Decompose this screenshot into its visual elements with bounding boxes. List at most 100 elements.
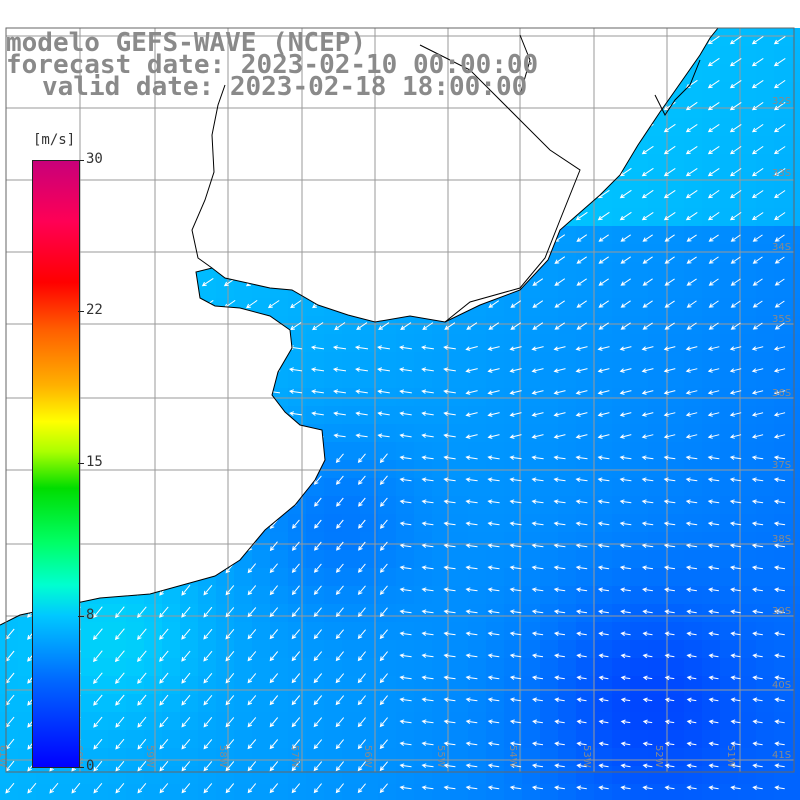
wind-arrow [443,587,456,592]
wind-cell [342,640,361,659]
wind-cell [666,478,685,497]
wind-arrow [685,123,698,133]
wind-cell [594,316,613,335]
wind-cell [522,514,541,533]
wind-cell [756,442,775,461]
wind-cell [450,622,469,641]
wind-cell [18,784,37,800]
wind-arrow [93,716,103,728]
wind-arrow [730,234,741,242]
wind-cell [558,442,577,461]
wind-cell [648,658,667,677]
wind-arrow [707,123,720,133]
wind-cell [144,730,163,749]
wind-cell [540,730,559,749]
wind-cell [558,568,577,587]
wind-arrow [465,390,478,395]
wind-arrow [553,609,566,615]
wind-cell [756,604,775,623]
wind-arrow [773,499,786,505]
wind-arrow [752,609,763,615]
latitude-label: 40S [772,680,791,691]
wind-arrow [553,543,566,548]
wind-cell [324,496,343,515]
wind-cell [450,442,469,461]
wind-cell [684,352,703,371]
wind-cell [702,748,721,767]
wind-arrow [554,741,565,747]
wind-arrow [730,631,741,637]
wind-cell [18,766,37,785]
wind-cell [432,478,451,497]
latitude-label: 37S [772,460,791,471]
wind-cell [126,604,145,623]
wind-arrow [773,477,786,482]
wind-cell [306,316,325,335]
wind-cell [126,694,145,713]
wind-cell [792,424,800,443]
wind-cell [630,532,649,551]
wind-arrow [421,785,434,790]
wind-arrow [774,785,785,791]
wind-arrow [751,477,764,482]
wind-cell [720,550,739,569]
wind-cell [576,604,595,623]
wind-arrow [576,278,587,286]
wind-cell [360,784,379,800]
wind-cell [594,262,613,281]
wind-cell [450,748,469,767]
wind-arrow [752,653,763,659]
wind-cell [630,712,649,731]
wind-cell [270,640,289,659]
wind-arrow [335,717,345,728]
wind-arrow [752,322,763,330]
wind-arrow [465,675,478,680]
wind-arrow [509,434,522,439]
wind-cell [594,334,613,353]
wind-arrow [707,499,720,504]
wind-arrow [598,697,609,703]
wind-arrow [752,675,763,681]
wind-cell [648,622,667,641]
wind-cell [774,82,793,101]
wind-arrow [399,543,412,548]
wind-arrow [291,673,301,684]
wind-cell [738,694,757,713]
wind-arrow [774,278,785,286]
wind-arrow [730,763,741,769]
wind-arrow [487,741,500,746]
wind-cell [756,352,775,371]
wind-arrow [399,565,412,570]
wind-cell [684,604,703,623]
wind-cell [720,64,739,83]
wind-cell [594,226,613,245]
wind-arrow [115,672,125,685]
wind-arrow [597,521,610,526]
wind-cell [90,748,109,767]
wind-cell [306,352,325,371]
wind-arrow [357,585,366,596]
wind-cell [738,118,757,137]
wind-arrow [399,433,412,438]
wind-cell [324,640,343,659]
wind-cell [126,766,145,785]
wind-arrow [531,434,544,439]
wind-cell [666,406,685,425]
wind-cell [468,784,487,800]
wind-cell [270,748,289,767]
wind-cell [720,82,739,101]
wind-cell [324,550,343,569]
wind-arrow [509,565,522,570]
wind-cell [792,154,800,173]
wind-arrow [465,719,478,724]
wind-arrow [774,234,785,242]
wind-arrow [752,587,763,593]
wind-cell [450,604,469,623]
wind-arrow [399,477,412,482]
wind-arrow [664,719,675,725]
wind-cell [504,766,523,785]
wind-cell [108,640,127,659]
wind-cell [342,622,361,641]
wind-cell [540,496,559,515]
wind-cell [738,136,757,155]
